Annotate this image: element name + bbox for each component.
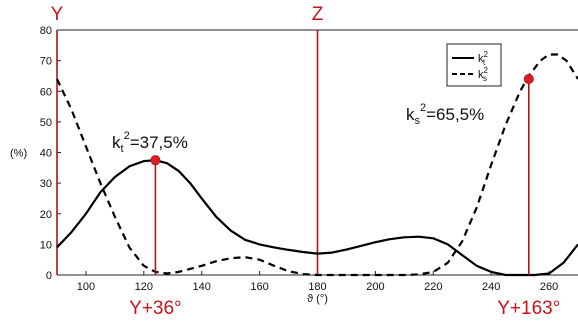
drop-line-label: Y+163° (497, 298, 560, 319)
drop-line-label: Y+36° (129, 298, 182, 319)
annotation-label: ks2=65,5% (406, 102, 484, 127)
x-tick-label: 180 (308, 281, 326, 293)
y-axis-label: (%) (10, 148, 27, 160)
y-tick-label: 60 (40, 86, 52, 98)
y-tick-label: 10 (40, 239, 52, 251)
legend: k2 tk2 s (446, 43, 502, 87)
legend-label: k2 t (478, 50, 489, 67)
x-tick-label: 140 (193, 281, 211, 293)
y-tick-label: 20 (40, 209, 52, 221)
y-tick-label: 40 (40, 148, 52, 160)
data-point (150, 155, 161, 166)
tick-labels: 0 10 20 30 40 50 60 70 80 100 120 140 160 180 200 220 24… (40, 25, 558, 293)
x-tick-label: 260 (540, 281, 558, 293)
legend-label: k2 s (478, 66, 489, 83)
x-tick-label: 240 (482, 281, 500, 293)
x-tick-label: 100 (77, 281, 95, 293)
reference-lines (56, 30, 319, 275)
x-axis-label: ϑ (°) (307, 293, 328, 305)
x-tick-label: 120 (135, 281, 153, 293)
reference-line-label: Z (312, 4, 324, 25)
y-tick-label: 50 (40, 117, 52, 129)
data-point (523, 74, 534, 84)
x-tick-label: 160 (250, 281, 268, 293)
annotation-label: kt2=37,5% (112, 130, 188, 155)
legend-box (446, 43, 502, 87)
reference-line-label: Y (51, 4, 64, 25)
y-tick-label: 30 (40, 178, 52, 190)
marker-lines (150, 74, 534, 275)
x-tick-label: 200 (366, 281, 384, 293)
series-lines (56, 53, 578, 277)
y-tick-label: 70 (40, 56, 52, 68)
series-line-kt2 (56, 159, 578, 277)
y-tick-label: 80 (40, 25, 52, 37)
y-tick-label: 0 (46, 270, 52, 282)
x-tick-label: 220 (424, 281, 442, 293)
series-line-ks2 (56, 53, 578, 277)
chart-labels: (%) ϑ (°) Y Z Y+36° Y+163° kt2=37,5% ks2=65,5% (10, 4, 560, 319)
